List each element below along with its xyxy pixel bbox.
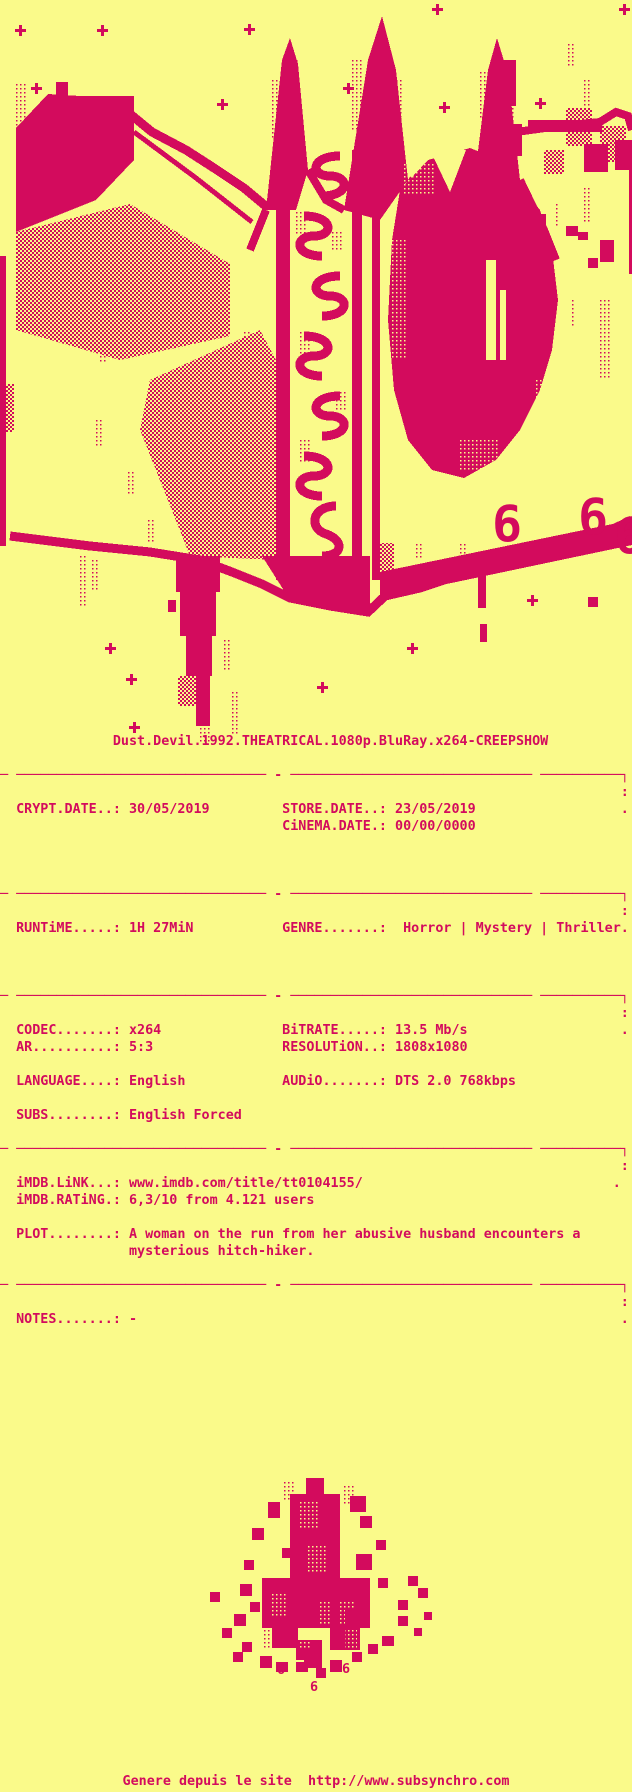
border-colon: :	[0, 785, 629, 800]
plus-mark-icon	[19, 25, 22, 36]
field-cinema-date: CiNEMA.DATE.: 00/00/0000	[0, 819, 476, 834]
field-subs: SUBS........: English Forced	[0, 1108, 242, 1123]
title-line: Dust.Devil.1992.THEATRICAL.1080p.BluRay.…	[0, 734, 549, 749]
field-codec-bitrate: CODEC.......: x264 BiTRATE.....: 13.5 Mb…	[0, 1023, 629, 1038]
field-imdb-rating: iMDB.RATiNG.: 6,3/10 from 4.121 users	[0, 1193, 315, 1208]
plus-mark-icon	[321, 682, 324, 693]
plus-mark-icon	[539, 98, 542, 109]
section-rule: ─ ─────────────────────────────── - ────…	[0, 1142, 629, 1157]
plus-mark-icon	[130, 674, 133, 685]
blank	[0, 1090, 632, 1107]
plus-mark-icon	[531, 595, 534, 606]
six-glyph: 6	[310, 1680, 319, 1695]
blank	[0, 869, 632, 886]
blank	[0, 1260, 632, 1277]
blank	[0, 971, 632, 988]
blank	[0, 835, 632, 852]
section-rule: ─ ─────────────────────────────── - ────…	[0, 887, 629, 902]
plus-mark-icon	[35, 83, 38, 94]
book-artwork: 666	[0, 4, 632, 742]
blank	[0, 1056, 632, 1073]
book-left-cover	[0, 82, 276, 560]
book-right-cover	[500, 42, 632, 380]
blank	[0, 750, 632, 767]
plus-marks-layer	[15, 4, 630, 733]
nfo-text: Dust.Devil.1992.THEATRICAL.1080p.BluRay.…	[0, 733, 632, 1328]
six-glyph: 6	[342, 1662, 351, 1677]
six-glyph: 6	[492, 495, 522, 553]
plus-mark-icon	[411, 643, 414, 654]
book-spine	[276, 150, 380, 580]
field-imdb-link: iMDB.LiNK...: www.imdb.com/title/tt01041…	[0, 1176, 621, 1191]
field-crypt-store: CRYPT.DATE..: 30/05/2019 STORE.DATE..: 2…	[0, 802, 629, 817]
field-plot-2: mysterious hitch-hiker.	[0, 1244, 315, 1259]
field-plot-1: PLOT........: A woman on the run from he…	[0, 1227, 581, 1242]
plus-mark-icon	[436, 4, 439, 15]
border-colon: :	[0, 1006, 629, 1021]
blank	[0, 937, 632, 954]
plus-mark-icon	[101, 25, 104, 36]
six-glyph: 6	[614, 507, 632, 565]
border-colon: :	[0, 1159, 629, 1174]
field-notes: NOTES.......: - .	[0, 1312, 629, 1327]
blank	[0, 852, 632, 869]
generator-credit: Genere depuis le site http://www.subsync…	[122, 1774, 510, 1789]
plus-mark-icon	[109, 643, 112, 654]
inverted-cross-artwork	[210, 1478, 432, 1678]
cross-body	[262, 1478, 370, 1668]
six-glyph: 6	[578, 488, 608, 546]
plus-mark-icon	[133, 722, 136, 733]
section-rule: ─ ─────────────────────────────── - ────…	[0, 768, 629, 783]
plus-mark-icon	[221, 99, 224, 110]
plus-mark-icon	[347, 83, 350, 94]
blank	[0, 1209, 632, 1226]
blank	[0, 1124, 632, 1141]
section-rule: ─ ─────────────────────────────── - ────…	[0, 1278, 629, 1293]
field-runtime-genre: RUNTiME.....: 1H 27MiN GENRE.......: Hor…	[0, 921, 629, 936]
field-language-audio: LANGUAGE....: English AUDiO.......: DTS …	[0, 1074, 516, 1089]
blank	[0, 954, 632, 971]
plus-mark-icon	[443, 102, 446, 113]
section-rule: ─ ─────────────────────────────── - ────…	[0, 989, 629, 1004]
field-ar-resolution: AR..........: 5:3 RESOLUTiON..: 1808x108…	[0, 1040, 468, 1055]
blood-drips	[78, 542, 598, 742]
plus-mark-icon	[623, 4, 626, 15]
plus-mark-icon	[248, 24, 251, 35]
six-glyph: 6	[277, 1663, 286, 1678]
border-colon: :	[0, 904, 629, 919]
border-colon: :	[0, 1295, 629, 1310]
cross-splatter	[210, 1480, 432, 1678]
